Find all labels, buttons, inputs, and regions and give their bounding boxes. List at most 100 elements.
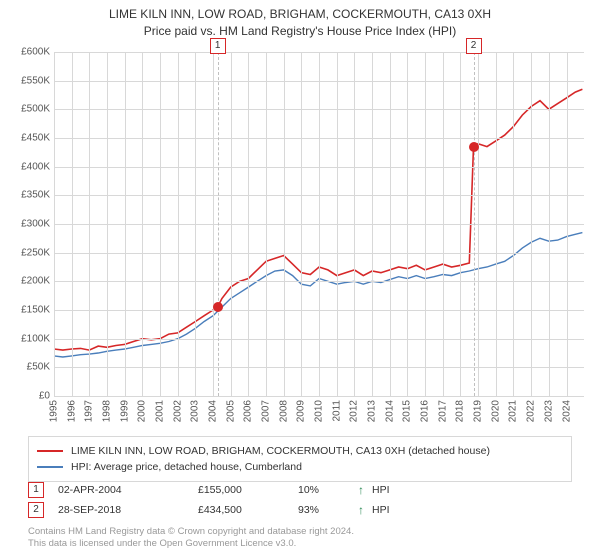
grid-line-v xyxy=(531,52,532,396)
legend-swatch xyxy=(37,466,63,468)
x-axis-label: 2016 xyxy=(420,400,431,422)
attribution-line-2: This data is licensed under the Open Gov… xyxy=(28,538,354,550)
x-axis-label: 2013 xyxy=(367,400,378,422)
attribution: Contains HM Land Registry data © Crown c… xyxy=(28,526,354,551)
grid-line-v xyxy=(567,52,568,396)
legend-label: HPI: Average price, detached house, Cumb… xyxy=(71,461,302,473)
x-axis-label: 2009 xyxy=(296,400,307,422)
x-axis-label: 2018 xyxy=(455,400,466,422)
x-axis-label: 1999 xyxy=(119,400,130,422)
y-axis-label: £200K xyxy=(2,276,50,287)
grid-line-v xyxy=(301,52,302,396)
sales-row: 228-SEP-2018£434,50093%↑HPI xyxy=(28,500,412,520)
title-line-1: LIME KILN INN, LOW ROAD, BRIGHAM, COCKER… xyxy=(0,6,600,23)
x-axis-label: 2019 xyxy=(473,400,484,422)
sales-marker: 1 xyxy=(28,482,44,498)
grid-line-v xyxy=(266,52,267,396)
grid-line-v xyxy=(425,52,426,396)
grid-line-v xyxy=(319,52,320,396)
grid-line-v xyxy=(72,52,73,396)
grid-line-v xyxy=(284,52,285,396)
sales-hpi-label: HPI xyxy=(372,504,412,516)
grid-line-v xyxy=(496,52,497,396)
up-arrow-icon: ↑ xyxy=(358,483,372,497)
marker-box: 1 xyxy=(210,38,226,54)
grid-line-v xyxy=(107,52,108,396)
grid-line-h xyxy=(54,396,584,397)
grid-line-v xyxy=(407,52,408,396)
x-axis-label: 2021 xyxy=(508,400,519,422)
title-line-2: Price paid vs. HM Land Registry's House … xyxy=(0,23,600,40)
x-axis-label: 2020 xyxy=(490,400,501,422)
x-axis-label: 2014 xyxy=(384,400,395,422)
x-axis-label: 2017 xyxy=(437,400,448,422)
grid-line-v xyxy=(390,52,391,396)
sales-price: £155,000 xyxy=(198,484,298,496)
legend: LIME KILN INN, LOW ROAD, BRIGHAM, COCKER… xyxy=(28,436,572,482)
y-axis-label: £50K xyxy=(2,362,50,373)
grid-line-v xyxy=(337,52,338,396)
x-axis-label: 2004 xyxy=(208,400,219,422)
y-axis-label: £100K xyxy=(2,333,50,344)
y-axis-label: £450K xyxy=(2,133,50,144)
marker-line xyxy=(218,52,219,396)
x-axis-label: 1998 xyxy=(102,400,113,422)
legend-swatch xyxy=(37,450,63,452)
x-axis-label: 2006 xyxy=(243,400,254,422)
grid-line-v xyxy=(443,52,444,396)
sales-pct: 93% xyxy=(298,504,358,516)
grid-line-v xyxy=(125,52,126,396)
grid-line-v xyxy=(513,52,514,396)
x-axis-label: 2015 xyxy=(402,400,413,422)
sales-price: £434,500 xyxy=(198,504,298,516)
grid-line-v xyxy=(195,52,196,396)
chart-area: £0£50K£100K£150K£200K£250K£300K£350K£400… xyxy=(54,52,584,396)
x-axis-label: 2010 xyxy=(314,400,325,422)
x-axis-label: 2011 xyxy=(331,400,342,422)
attribution-line-1: Contains HM Land Registry data © Crown c… xyxy=(28,526,354,538)
grid-line-v xyxy=(213,52,214,396)
x-axis-label: 1996 xyxy=(66,400,77,422)
legend-row: HPI: Average price, detached house, Cumb… xyxy=(37,459,563,475)
x-axis-label: 2005 xyxy=(225,400,236,422)
grid-line-v xyxy=(54,52,55,396)
sales-date: 02-APR-2004 xyxy=(58,484,198,496)
grid-line-v xyxy=(549,52,550,396)
y-axis-label: £0 xyxy=(2,391,50,402)
y-axis-label: £400K xyxy=(2,161,50,172)
x-axis-label: 2024 xyxy=(561,400,572,422)
x-axis-label: 2000 xyxy=(137,400,148,422)
legend-label: LIME KILN INN, LOW ROAD, BRIGHAM, COCKER… xyxy=(71,445,490,457)
grid-line-v xyxy=(142,52,143,396)
up-arrow-icon: ↑ xyxy=(358,503,372,517)
title-block: LIME KILN INN, LOW ROAD, BRIGHAM, COCKER… xyxy=(0,0,600,40)
y-axis-label: £600K xyxy=(2,47,50,58)
x-axis-label: 2022 xyxy=(526,400,537,422)
x-axis-label: 2023 xyxy=(543,400,554,422)
marker-dot xyxy=(213,302,223,312)
y-axis-label: £300K xyxy=(2,219,50,230)
marker-dot xyxy=(469,142,479,152)
x-axis-label: 1995 xyxy=(49,400,60,422)
chart-container: LIME KILN INN, LOW ROAD, BRIGHAM, COCKER… xyxy=(0,0,600,560)
sales-pct: 10% xyxy=(298,484,358,496)
x-axis-label: 2012 xyxy=(349,400,360,422)
grid-line-v xyxy=(372,52,373,396)
legend-row: LIME KILN INN, LOW ROAD, BRIGHAM, COCKER… xyxy=(37,443,563,459)
grid-line-v xyxy=(478,52,479,396)
grid-line-v xyxy=(460,52,461,396)
x-axis-label: 2002 xyxy=(172,400,183,422)
y-axis-label: £250K xyxy=(2,247,50,258)
grid-line-v xyxy=(231,52,232,396)
grid-line-v xyxy=(160,52,161,396)
sales-row: 102-APR-2004£155,00010%↑HPI xyxy=(28,480,412,500)
y-axis-label: £350K xyxy=(2,190,50,201)
grid-line-v xyxy=(89,52,90,396)
grid-line-v xyxy=(178,52,179,396)
sales-table: 1 02-APR-2004£155,00010%↑HPI228-SEP-2018£… xyxy=(28,480,412,520)
y-axis-label: £150K xyxy=(2,305,50,316)
x-axis-label: 2007 xyxy=(261,400,272,422)
x-axis-label: 2008 xyxy=(278,400,289,422)
sales-marker: 2 xyxy=(28,502,44,518)
grid-line-v xyxy=(354,52,355,396)
